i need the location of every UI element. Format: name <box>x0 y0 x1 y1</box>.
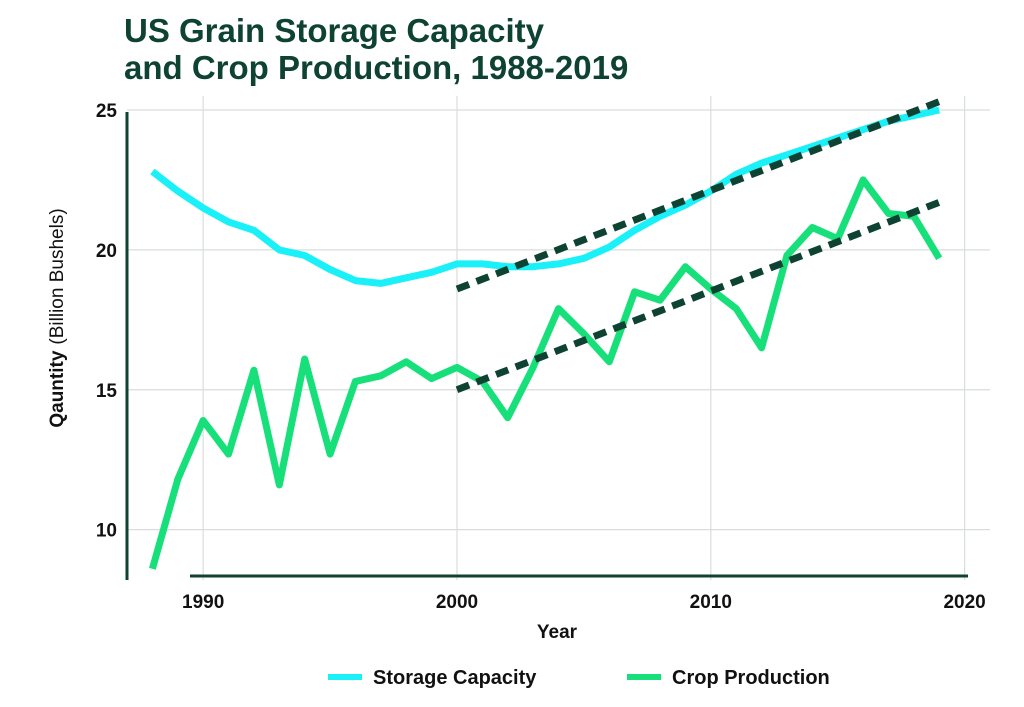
x-tick-label-1990: 1990 <box>182 592 224 613</box>
x-tick-label-2000: 2000 <box>436 592 478 613</box>
y-axis-title: Qauntity (Billion Bushels) <box>47 208 68 427</box>
legend: Storage Capacity Crop Production <box>328 667 830 689</box>
y-tick-label-10: 10 <box>96 521 117 542</box>
series-line-crop-production <box>149 176 943 570</box>
x-tick-labels: 1990 2000 2010 2020 <box>182 592 986 613</box>
trendline-crop-production <box>455 199 941 394</box>
axes <box>125 112 968 580</box>
series-lines <box>149 106 943 570</box>
chart-title-line-1: US Grain Storage Capacity <box>124 12 544 49</box>
gridlines <box>127 96 990 580</box>
y-tick-label-15: 15 <box>96 381 118 402</box>
trend-lines <box>455 98 941 394</box>
y-tick-label-25: 25 <box>96 101 118 122</box>
y-tick-labels: 10 15 20 25 <box>96 101 118 542</box>
series-line-storage-capacity <box>150 106 940 287</box>
chart-title-line-2: and Crop Production, 1988-2019 <box>124 49 629 86</box>
x-axis-title: Year <box>537 622 578 643</box>
chart-title: US Grain Storage Capacity and Crop Produ… <box>124 12 628 86</box>
legend-label-storage-capacity: Storage Capacity <box>373 667 537 689</box>
y-axis-title-main: Qauntity <box>47 350 68 427</box>
x-tick-label-2010: 2010 <box>690 592 732 613</box>
legend-label-crop-production: Crop Production <box>672 667 830 689</box>
trendline-storage-capacity <box>455 98 941 293</box>
x-tick-label-2020: 2020 <box>943 592 985 613</box>
y-axis-title-unit: (Billion Bushels) <box>47 208 68 344</box>
y-tick-label-20: 20 <box>96 241 117 262</box>
